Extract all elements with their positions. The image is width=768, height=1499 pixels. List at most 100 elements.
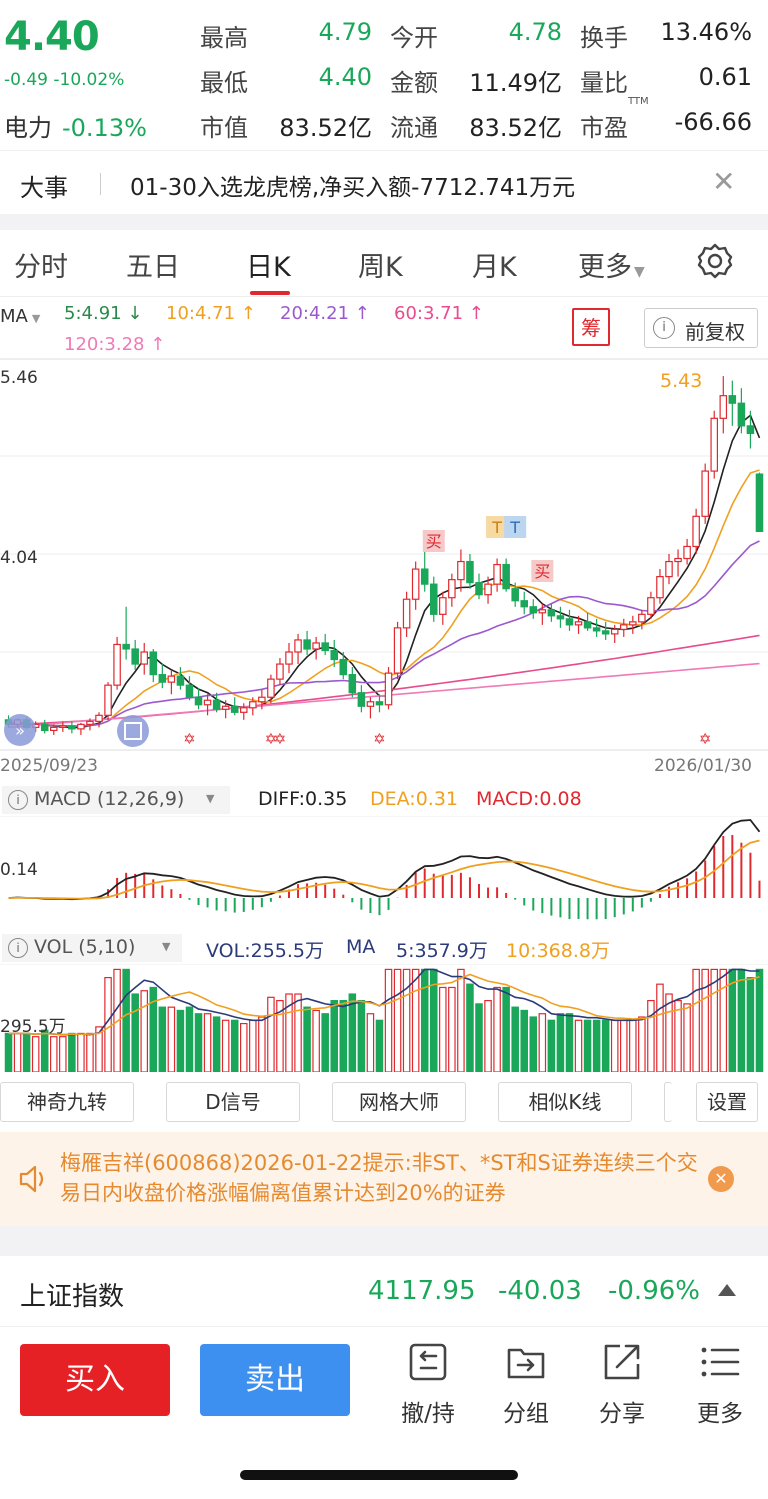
macd-label: MACD (12,26,9) bbox=[34, 788, 185, 810]
candle-body bbox=[249, 701, 257, 709]
vol-header: i VOL (5,10) ▼ VOL:255.5万 MA 5:357.9万 10… bbox=[0, 934, 768, 964]
kline-chart[interactable]: 买TT买卖✡✡✡✡✡» bbox=[0, 358, 768, 754]
field-label-low: 最低 bbox=[200, 69, 248, 97]
adjust-mode-button[interactable]: i 前复权 bbox=[644, 308, 758, 348]
event-text[interactable]: 01-30入选龙虎榜,净买入额-7712.741万元 bbox=[130, 175, 576, 201]
volume-bar bbox=[249, 1019, 257, 1072]
field-value-pe: -66.66 bbox=[674, 108, 752, 136]
cancel-hold-icon bbox=[409, 1343, 447, 1381]
volume-bar bbox=[375, 1019, 384, 1072]
volume-bar bbox=[420, 968, 429, 1072]
volume-bar bbox=[4, 1032, 13, 1072]
candle-body bbox=[429, 583, 438, 615]
volume-bar bbox=[68, 1032, 76, 1072]
volume-bar bbox=[267, 996, 275, 1072]
volume-bar bbox=[565, 1013, 574, 1072]
tools-settings-button[interactable]: 设置 bbox=[696, 1082, 758, 1122]
tool-divider bbox=[664, 1082, 672, 1122]
volume-bar bbox=[321, 1013, 329, 1072]
adjust-mode-label: 前复权 bbox=[685, 320, 745, 344]
active-tab-indicator bbox=[250, 291, 290, 295]
volume-bar bbox=[746, 977, 755, 1072]
svg-text:T: T bbox=[509, 518, 520, 537]
macd-selector[interactable]: i MACD (12,26,9) ▼ bbox=[2, 786, 230, 814]
sell-button[interactable]: 卖出 bbox=[200, 1344, 350, 1416]
more-button[interactable]: 更多 bbox=[680, 1340, 760, 1427]
volume-bar bbox=[258, 1016, 266, 1072]
candle-body bbox=[710, 417, 719, 472]
notice-banner[interactable]: 梅雁吉祥(600868)2026-01-22提示:非ST、*ST和S证券连续三个… bbox=[0, 1132, 768, 1226]
buy-signal-tag: 买 bbox=[531, 560, 554, 582]
candle-body bbox=[701, 470, 709, 517]
volume-bar bbox=[592, 1019, 601, 1072]
magic-nine-button[interactable]: 神奇九转 bbox=[0, 1082, 134, 1122]
d-signal-button[interactable]: D信号 bbox=[166, 1082, 300, 1122]
candle-body bbox=[619, 624, 628, 630]
gear-icon[interactable] bbox=[696, 242, 734, 280]
share-button[interactable]: 分享 bbox=[582, 1340, 662, 1427]
candle-body bbox=[601, 630, 610, 635]
field-label-high: 最高 bbox=[200, 24, 248, 52]
candle-body bbox=[547, 609, 556, 617]
macd-chart[interactable] bbox=[0, 816, 768, 928]
candle-body bbox=[95, 714, 103, 722]
svg-text:买: 买 bbox=[426, 532, 442, 551]
tab-timeshare[interactable]: 分时 bbox=[14, 252, 68, 283]
tab-five-day[interactable]: 五日 bbox=[126, 252, 180, 283]
candle-body bbox=[203, 699, 212, 706]
cancel-hold-button[interactable]: 撤/持 bbox=[388, 1340, 468, 1427]
volume-bar bbox=[683, 1003, 691, 1072]
volume-bar bbox=[194, 1013, 203, 1072]
ma-label[interactable]: MA ▼ bbox=[0, 306, 40, 327]
candle-body bbox=[520, 600, 529, 608]
candle-body bbox=[185, 684, 194, 698]
candle-body bbox=[113, 643, 121, 686]
field-label-pe: 市盈 bbox=[580, 114, 628, 142]
volume-bar bbox=[484, 999, 492, 1072]
close-icon[interactable]: ✕ bbox=[712, 165, 736, 198]
volume-bar bbox=[601, 1019, 610, 1072]
menu-icon bbox=[701, 1347, 740, 1377]
volume-chart[interactable] bbox=[0, 964, 768, 1072]
candle-body bbox=[439, 597, 447, 615]
quote-header: 4.40 -0.49 -10.02% 电力 -0.13% 最高 4.79 今开 4… bbox=[0, 0, 768, 148]
candle-body bbox=[285, 651, 293, 665]
candle-body bbox=[330, 649, 339, 661]
volume-bar bbox=[719, 968, 728, 1072]
buy-button[interactable]: 买入 bbox=[20, 1344, 170, 1416]
vol-selector[interactable]: i VOL (5,10) ▼ bbox=[2, 934, 182, 962]
candle-body bbox=[565, 618, 574, 626]
index-ticker[interactable]: 上证指数 4117.95 -40.03 -0.96% bbox=[0, 1256, 768, 1327]
candle-body bbox=[140, 651, 149, 665]
volume-bar bbox=[502, 986, 510, 1072]
group-button[interactable]: 分组 bbox=[486, 1340, 566, 1427]
candle-body bbox=[529, 606, 538, 614]
vol-ma5: 5:357.9万 bbox=[396, 940, 488, 962]
macd-value: MACD:0.08 bbox=[476, 788, 582, 810]
field-value-turnover: 13.46% bbox=[660, 18, 752, 46]
tab-more[interactable]: 更多 ▼ bbox=[578, 245, 645, 284]
candle-body bbox=[457, 560, 465, 581]
fullscreen-icon bbox=[117, 715, 149, 747]
expand-up-icon[interactable] bbox=[718, 1284, 736, 1296]
home-indicator bbox=[240, 1470, 518, 1480]
grid-master-button[interactable]: 网格大师 bbox=[332, 1082, 466, 1122]
close-icon[interactable]: ✕ bbox=[708, 1166, 734, 1192]
similar-k-button[interactable]: 相似K线 bbox=[498, 1082, 632, 1122]
vol-ma10-line bbox=[8, 973, 760, 1036]
volume-bar bbox=[339, 999, 348, 1072]
candle-body bbox=[475, 582, 483, 596]
volume-bar bbox=[538, 1013, 547, 1072]
tab-daily-k[interactable]: 日K bbox=[246, 252, 291, 283]
ma10-value: 10:4.71 ↑ bbox=[166, 303, 256, 324]
event-bar[interactable]: 大事 01-30入选龙虎榜,净买入额-7712.741万元 ✕ bbox=[0, 150, 768, 215]
sector-info[interactable]: 电力 -0.13% bbox=[4, 108, 147, 143]
field-value-high: 4.79 bbox=[318, 18, 372, 46]
tab-weekly-k[interactable]: 周K bbox=[358, 252, 403, 283]
chip-distribution-button[interactable]: 筹 bbox=[572, 308, 610, 346]
candle-body bbox=[728, 395, 737, 404]
y-axis-top-label: 5.46 bbox=[0, 368, 38, 388]
volume-bar bbox=[710, 968, 719, 1072]
volume-bar bbox=[13, 1032, 22, 1072]
tab-monthly-k[interactable]: 月K bbox=[472, 252, 517, 283]
